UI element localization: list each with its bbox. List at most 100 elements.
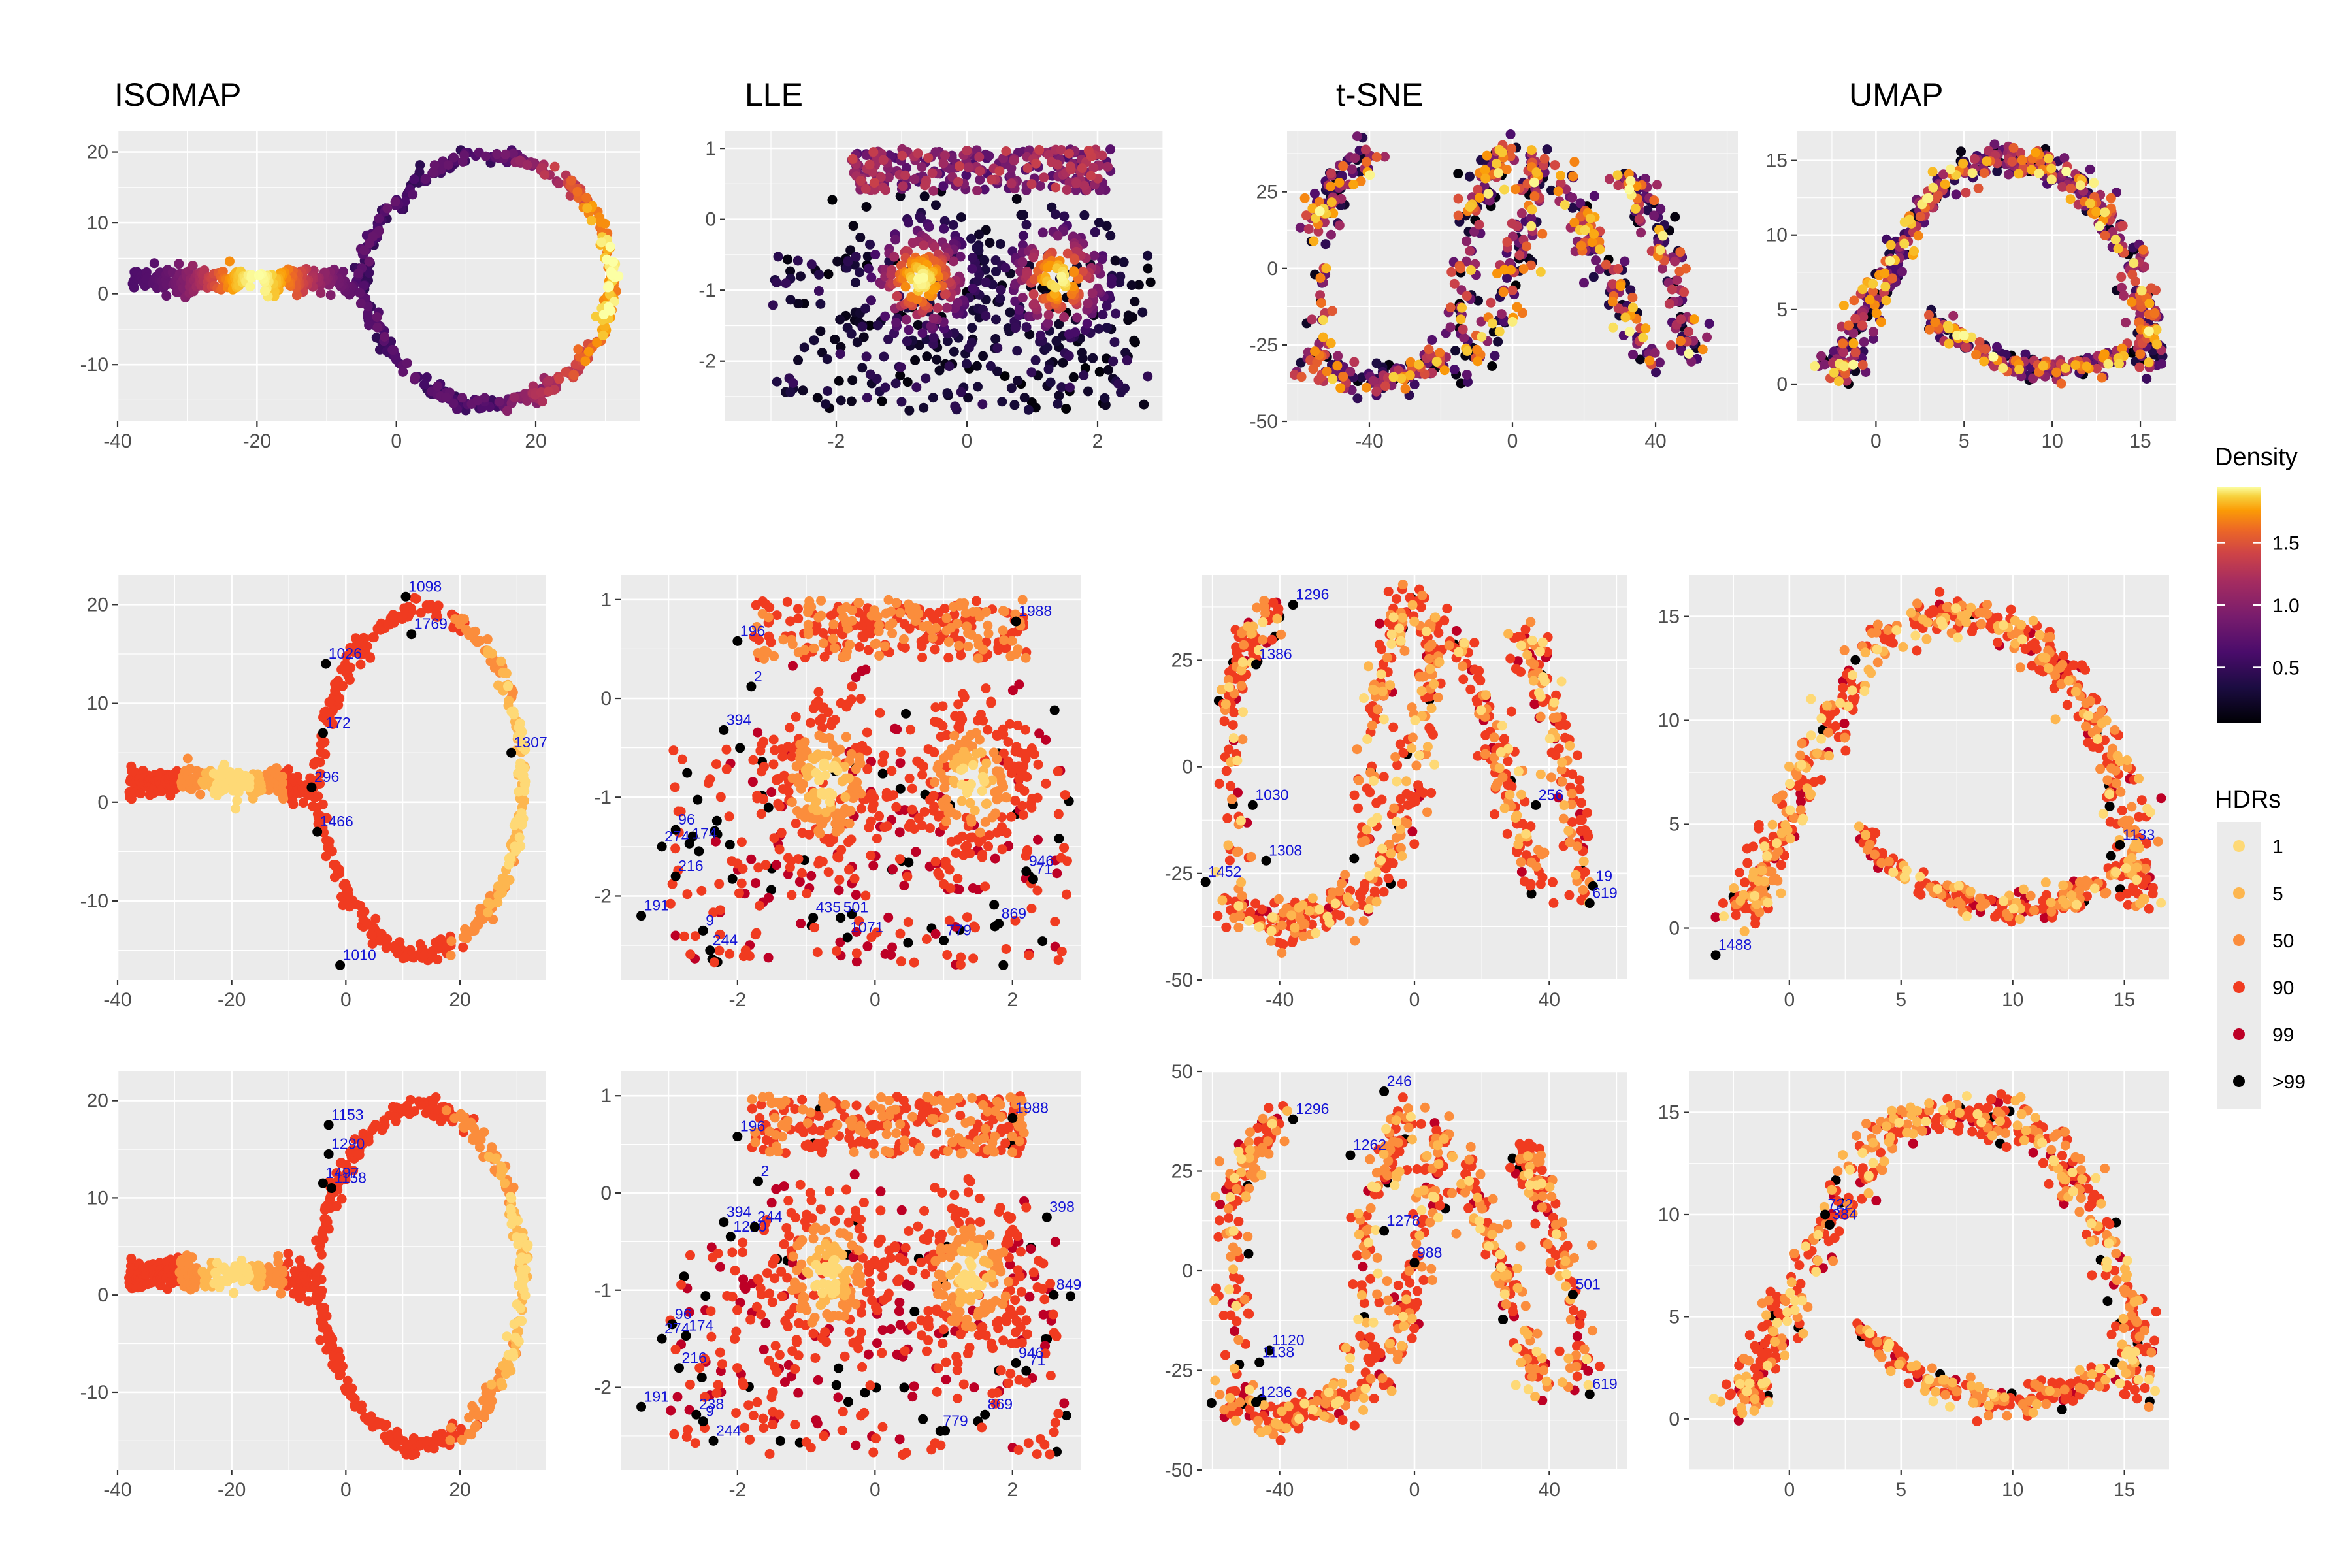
data-point — [1347, 164, 1357, 174]
data-point — [1900, 217, 1910, 227]
data-point — [1838, 338, 1848, 348]
data-point — [1627, 293, 1637, 302]
data-point — [2066, 194, 2076, 204]
data-point — [668, 745, 678, 755]
data-point — [851, 672, 860, 682]
data-point — [1031, 159, 1041, 169]
data-point — [935, 871, 945, 881]
data-point — [1406, 357, 1416, 367]
data-point — [1338, 161, 1348, 171]
data-point — [828, 619, 838, 629]
data-point — [973, 382, 983, 391]
data-point — [1111, 309, 1120, 319]
data-point — [725, 811, 734, 821]
data-point — [886, 270, 896, 280]
data-point — [796, 271, 806, 281]
data-point — [670, 782, 680, 792]
data-point — [227, 776, 237, 785]
data-point — [1511, 184, 1520, 194]
data-point — [522, 160, 532, 170]
data-point — [483, 634, 493, 644]
data-point — [904, 325, 914, 335]
data-point — [1349, 853, 1359, 863]
data-point — [965, 798, 975, 808]
data-point — [1641, 323, 1650, 333]
data-point — [1495, 327, 1505, 336]
data-point — [942, 303, 952, 313]
data-point — [847, 375, 857, 385]
data-point — [798, 779, 808, 789]
data-point — [326, 290, 336, 300]
data-point — [1897, 267, 1907, 276]
data-point — [855, 233, 865, 242]
data-point — [1556, 171, 1565, 180]
y-tick-label: 20 — [87, 594, 108, 615]
data-point — [821, 399, 830, 409]
data-point — [1649, 195, 1659, 205]
data-point — [996, 285, 1006, 295]
data-point — [1499, 185, 1509, 195]
data-point — [372, 323, 382, 333]
data-point — [1666, 340, 1676, 350]
data-point — [2047, 174, 2057, 184]
data-point — [1859, 337, 1869, 347]
data-point — [1946, 164, 1955, 174]
data-point — [1638, 333, 1648, 342]
data-point — [851, 252, 861, 261]
data-point — [2014, 169, 2023, 178]
y-tick-label: -2 — [698, 351, 716, 372]
data-point — [1473, 356, 1482, 366]
data-point — [1568, 171, 1578, 181]
data-point — [1371, 387, 1381, 397]
data-point — [2114, 244, 2123, 253]
data-point — [785, 723, 794, 732]
data-point — [930, 645, 940, 655]
data-point — [972, 596, 981, 606]
data-point — [1613, 264, 1623, 274]
data-point — [1649, 210, 1659, 220]
data-point — [857, 322, 867, 332]
x-tick-label: 0 — [1409, 989, 1420, 1011]
panel-isomap-row1: -40 -20 0 20-1001020 — [80, 131, 640, 452]
data-point — [496, 657, 506, 666]
data-point — [1848, 338, 1858, 348]
data-point — [1334, 178, 1344, 188]
data-point — [824, 269, 834, 279]
title-lle: LLE — [745, 76, 803, 113]
data-point — [353, 269, 363, 278]
x-tick-label: -2 — [729, 989, 747, 1011]
data-point — [1030, 299, 1039, 308]
data-point — [1839, 301, 1849, 310]
data-point — [992, 731, 1002, 741]
data-point — [852, 956, 862, 966]
data-point — [768, 759, 778, 769]
data-point — [2004, 170, 2014, 180]
data-point — [1146, 278, 1156, 287]
data-point — [939, 224, 949, 234]
data-point — [793, 355, 803, 365]
data-point — [941, 794, 951, 804]
data-point — [1508, 286, 1518, 295]
data-point — [716, 792, 726, 802]
data-point — [1051, 182, 1060, 192]
data-point — [975, 175, 985, 185]
data-point — [788, 661, 798, 671]
data-point — [1899, 239, 1909, 249]
data-point — [446, 936, 456, 946]
data-point — [502, 668, 512, 678]
data-point — [919, 622, 928, 632]
data-point — [1876, 317, 1886, 327]
data-point — [929, 802, 939, 811]
data-point — [830, 643, 840, 653]
x-tick-label: 15 — [2129, 431, 2151, 452]
data-point — [1013, 644, 1023, 654]
data-point — [759, 794, 768, 804]
data-point — [1477, 332, 1486, 342]
y-tick-label: 25 — [1256, 182, 1278, 203]
outlier-label: 244 — [713, 932, 738, 949]
data-point — [975, 828, 985, 838]
data-point — [2057, 182, 2067, 192]
data-point — [972, 607, 981, 617]
data-point — [382, 934, 392, 944]
data-point — [670, 843, 680, 853]
